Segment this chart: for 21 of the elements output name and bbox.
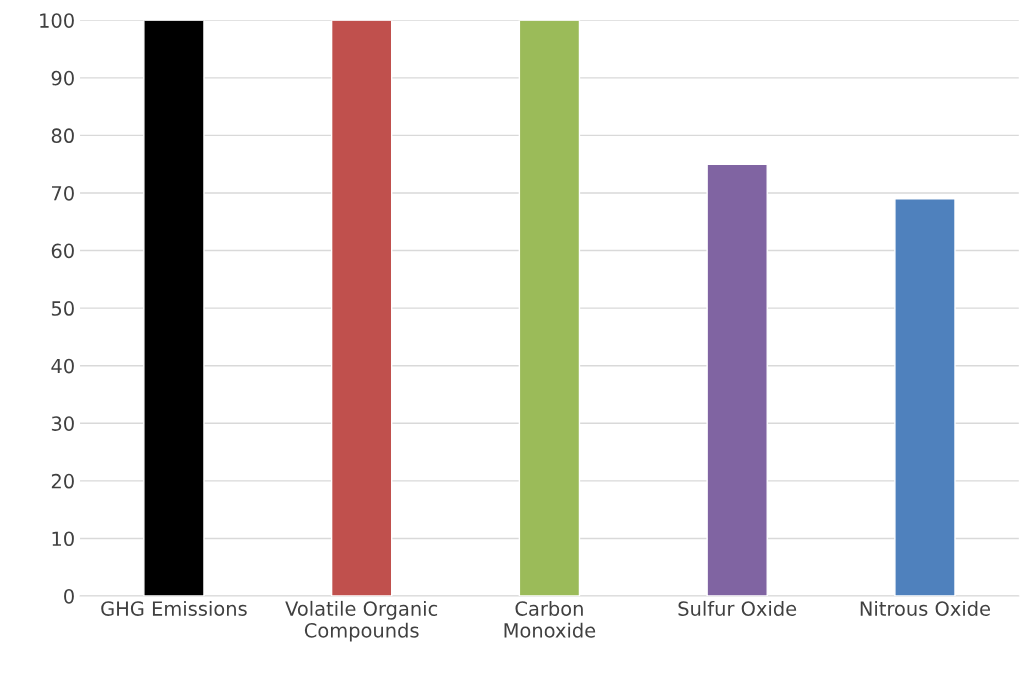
y-tick-label: 0	[64, 588, 74, 604]
y-tick-label: 50	[51, 301, 74, 316]
y-tick-label: 10	[52, 531, 74, 547]
bar	[143, 20, 205, 597]
bar	[706, 163, 768, 597]
y-tick-label: 40	[51, 358, 74, 374]
x-tick-label: Nitrous Oxide	[860, 600, 990, 616]
bar	[894, 198, 956, 597]
bar	[330, 20, 393, 597]
x-tick-label: Carbon Monoxide	[504, 600, 596, 638]
y-tick-label: 100	[40, 13, 74, 28]
y-tick-label: 20	[51, 473, 74, 489]
y-tick-label: 30	[51, 416, 74, 431]
y-tick-label: 60	[51, 243, 74, 259]
x-tick-label: GHG Emissions	[101, 600, 247, 616]
y-tick-label: 90	[51, 70, 74, 86]
y-tick-label: 80	[51, 128, 74, 144]
y-tick-label: 70	[52, 185, 74, 201]
x-tick-label: Sulfur Oxide	[678, 600, 797, 616]
bar	[518, 20, 581, 597]
x-tick-label: Volatile Organic Compounds	[285, 600, 438, 642]
